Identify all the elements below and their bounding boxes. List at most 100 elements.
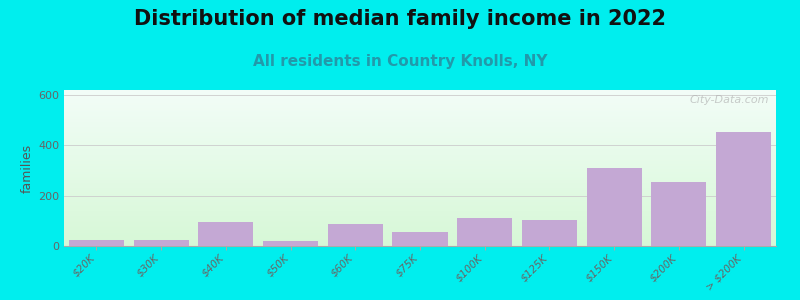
Bar [64, 153, 776, 154]
Bar [64, 122, 776, 123]
Bar [64, 207, 776, 208]
Bar [64, 187, 776, 188]
Bar [64, 191, 776, 192]
Bar [64, 178, 776, 179]
Bar [64, 145, 776, 146]
Bar [64, 100, 776, 101]
Bar [64, 238, 776, 239]
Bar [69, 241, 124, 246]
Bar [64, 226, 776, 227]
Bar [64, 155, 776, 156]
Bar [328, 224, 382, 246]
Bar [64, 221, 776, 222]
Bar [64, 107, 776, 108]
Bar [64, 210, 776, 211]
Bar [64, 231, 776, 232]
Bar [393, 232, 447, 246]
Bar [64, 173, 776, 174]
Bar [64, 158, 776, 159]
Bar [64, 185, 776, 186]
Bar [64, 160, 776, 161]
Bar [64, 161, 776, 162]
Bar [64, 136, 776, 137]
Bar [64, 205, 776, 206]
Text: All residents in Country Knolls, NY: All residents in Country Knolls, NY [253, 54, 547, 69]
Bar [64, 234, 776, 235]
Bar [64, 203, 776, 204]
Bar [64, 146, 776, 147]
Bar [64, 98, 776, 99]
Bar [64, 197, 776, 198]
Text: City-Data.com: City-Data.com [690, 95, 769, 105]
Bar [64, 128, 776, 129]
Bar [64, 172, 776, 173]
Bar [586, 168, 642, 246]
Bar [198, 222, 254, 246]
Bar [64, 124, 776, 125]
Bar [64, 113, 776, 114]
Bar [64, 235, 776, 236]
Bar [522, 220, 577, 246]
Bar [64, 222, 776, 223]
Bar [64, 133, 776, 134]
Bar [64, 232, 776, 233]
Bar [64, 141, 776, 142]
Bar [64, 241, 776, 242]
Bar [64, 159, 776, 160]
Bar [64, 190, 776, 191]
Bar [64, 143, 776, 144]
Bar [64, 194, 776, 195]
Bar [64, 237, 776, 238]
Bar [64, 115, 776, 116]
Bar [64, 240, 776, 241]
Bar [64, 121, 776, 122]
Bar [64, 239, 776, 240]
Bar [64, 105, 776, 106]
Bar [64, 214, 776, 215]
Bar [64, 217, 776, 218]
Bar [64, 152, 776, 153]
Bar [64, 179, 776, 180]
Bar [64, 215, 776, 216]
Bar [64, 165, 776, 166]
Bar [64, 118, 776, 119]
Bar [64, 201, 776, 202]
Bar [64, 151, 776, 152]
Bar [64, 196, 776, 197]
Bar [64, 174, 776, 175]
Bar [64, 188, 776, 189]
Bar [64, 180, 776, 181]
Bar [64, 227, 776, 228]
Bar [64, 139, 776, 140]
Bar [64, 96, 776, 97]
Bar [64, 223, 776, 224]
Bar [64, 199, 776, 200]
Bar [134, 240, 189, 246]
Bar [64, 230, 776, 231]
Bar [64, 170, 776, 171]
Bar [64, 97, 776, 98]
Bar [64, 175, 776, 176]
Bar [64, 92, 776, 93]
Bar [64, 156, 776, 157]
Bar [64, 112, 776, 113]
Bar [64, 212, 776, 213]
Bar [64, 218, 776, 219]
Bar [64, 130, 776, 131]
Bar [64, 99, 776, 100]
Bar [64, 102, 776, 103]
Bar [64, 220, 776, 221]
Bar [64, 138, 776, 139]
Bar [64, 114, 776, 115]
Bar [64, 242, 776, 243]
Y-axis label: families: families [21, 143, 34, 193]
Bar [64, 193, 776, 194]
Bar [64, 219, 776, 220]
Bar [64, 132, 776, 133]
Bar [64, 101, 776, 102]
Bar [64, 213, 776, 214]
Bar [64, 142, 776, 143]
Bar [64, 109, 776, 110]
Bar [64, 169, 776, 170]
Bar [64, 216, 776, 217]
